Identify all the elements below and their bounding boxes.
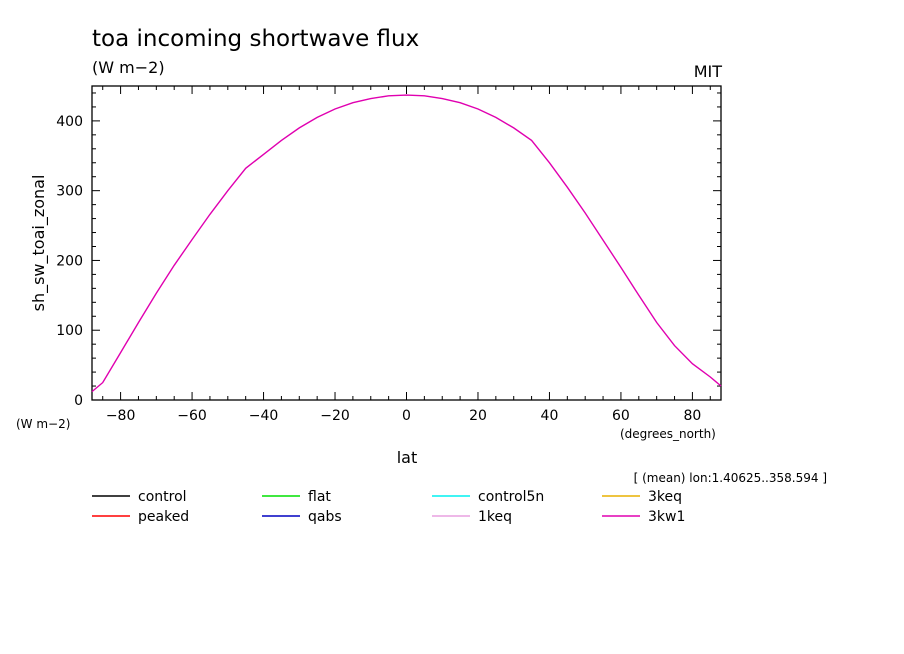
y-tick-label: 300 [56,184,83,200]
x-tick-label: 0 [402,408,411,424]
y-tick-label: 400 [56,114,83,130]
x-units-note: (degrees_north) [620,427,716,441]
chart-title: toa incoming shortwave flux [92,26,419,52]
chart-units: (W m−2) [92,58,165,77]
x-axis-label: lat [397,448,418,467]
legend-label: qabs [308,509,342,525]
legend: control flat control5n 3keq peaked qabs 1keq 3k… [92,489,685,525]
institution-label: MIT [694,62,723,81]
x-tick-label: −60 [177,408,207,424]
x-tick-label: 20 [469,408,487,424]
x-tick-label: −40 [249,408,279,424]
series-layer [91,94,722,393]
legend-item: 3kw1 [602,509,685,525]
legend-item: 3keq [602,489,682,505]
y-tick-label: 100 [56,323,83,339]
legend-label: flat [308,489,331,505]
x-tick-label: 80 [683,408,701,424]
axis-ticks [92,86,721,401]
legend-item: 1keq [432,509,512,525]
y-tick-labels: 0 100 200 300 400 [56,114,83,409]
legend-label: control [138,489,187,505]
legend-label: 3kw1 [648,509,685,525]
x-tick-label: −80 [106,408,136,424]
legend-label: peaked [138,509,189,525]
x-tick-label: 60 [612,408,630,424]
y-axis-label: sh_sw_toai_zonal [29,175,49,312]
legend-item: control [92,489,187,505]
legend-item: peaked [92,509,189,525]
legend-label: 1keq [478,509,512,525]
plot-frame [91,85,722,401]
averaging-note: [ (mean) lon:1.40625..358.594 ] [634,471,827,485]
legend-item: qabs [262,509,342,525]
x-tick-label: −20 [320,408,350,424]
legend-item: control5n [432,489,544,505]
series-line-3kw1 [91,94,722,393]
legend-label: 3keq [648,489,682,505]
y-tick-label: 0 [74,393,83,409]
y-tick-label: 200 [56,253,83,269]
legend-item: flat [262,489,331,505]
legend-label: control5n [478,489,544,505]
x-tick-labels: −80 −60 −40 −20 0 20 40 60 80 [106,408,702,424]
x-tick-label: 40 [541,408,559,424]
y-units-note: (W m−2) [16,417,70,431]
